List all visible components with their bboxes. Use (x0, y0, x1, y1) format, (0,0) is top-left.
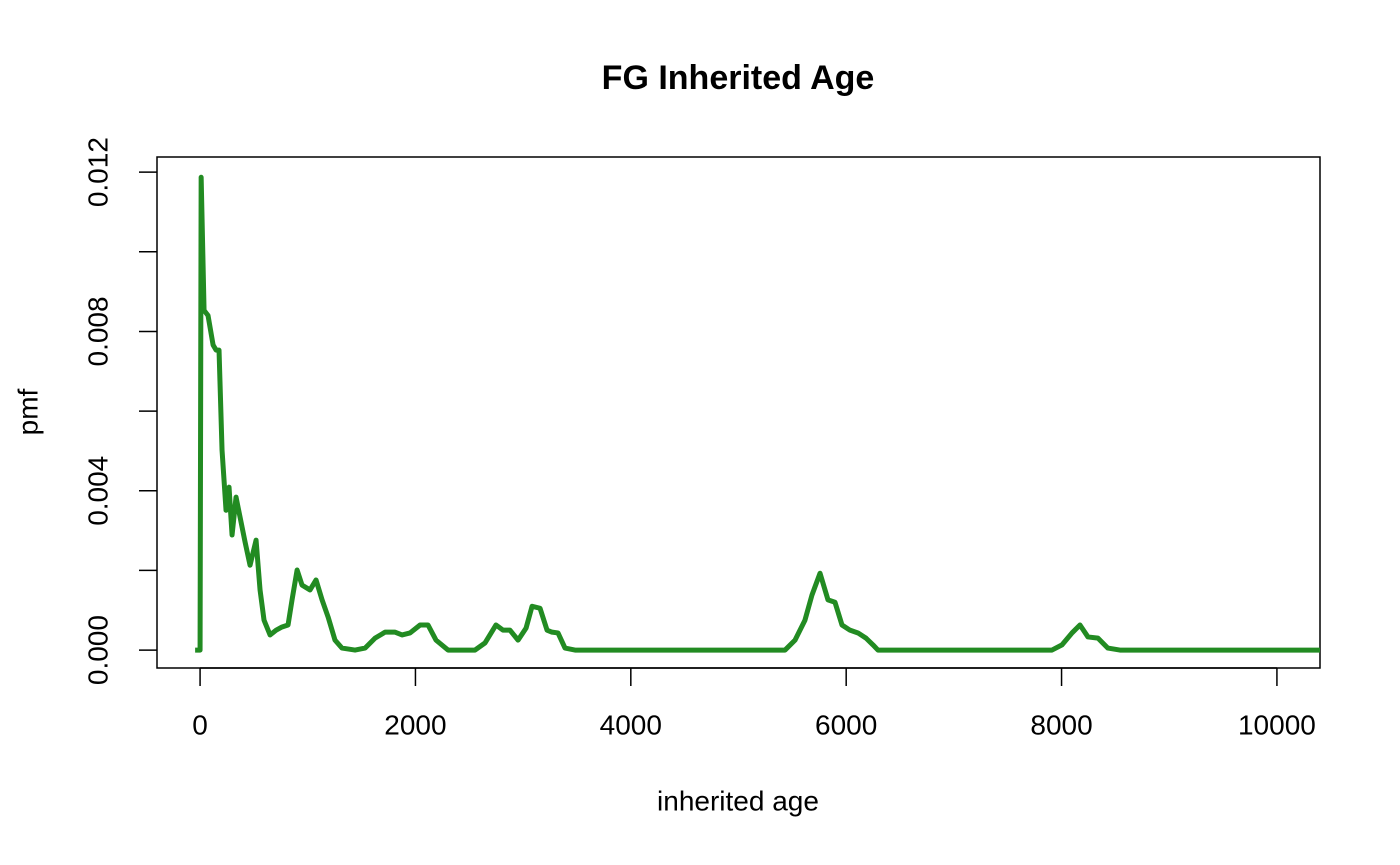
chart-title: FG Inherited Age (602, 59, 875, 97)
x-axis-label: inherited age (657, 785, 819, 816)
y-tick-label: 0.000 (82, 615, 113, 685)
data-line (195, 174, 1320, 653)
plot-frame (156, 156, 1321, 669)
x-tick-label: 2000 (384, 709, 446, 740)
x-tick-label: 0 (192, 709, 208, 740)
x-tick-label: 6000 (815, 709, 877, 740)
y-axis-label: pmf (12, 388, 43, 435)
y-tick-label: 0.012 (82, 137, 113, 207)
y-tick-label: 0.008 (82, 296, 113, 366)
x-tick-label: 10000 (1238, 709, 1316, 740)
x-tick-label: 4000 (600, 709, 662, 740)
x-tick-label: 8000 (1030, 709, 1092, 740)
y-tick-label: 0.004 (82, 456, 113, 526)
